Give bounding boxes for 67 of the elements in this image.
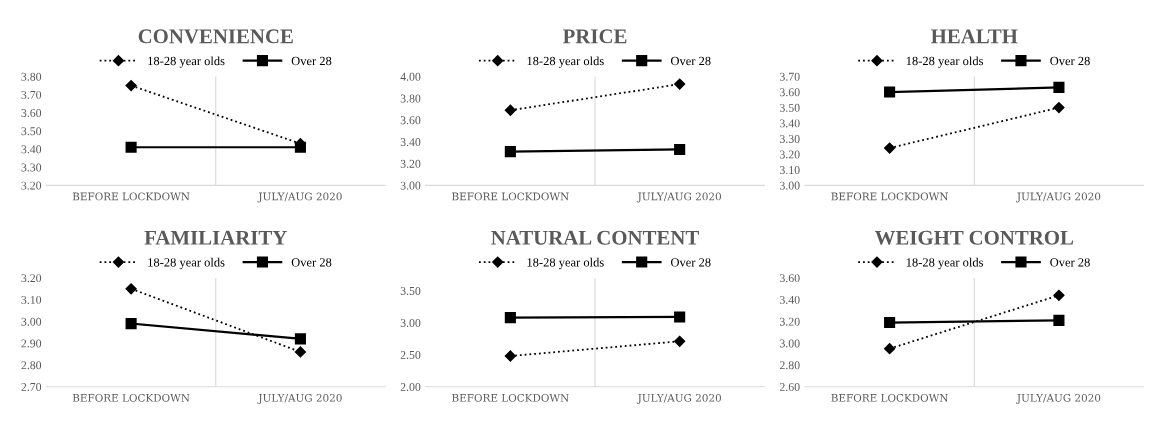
y-tick-label: 3.80	[21, 72, 42, 81]
y-tick-label: 2.80	[21, 361, 42, 370]
y-tick-label: 3.60	[400, 116, 421, 125]
legend-label: Over 28	[291, 258, 332, 267]
legend-label: 18-28 year olds	[906, 56, 984, 68]
y-tick-label: 3.60	[780, 88, 800, 97]
y-tick-label: 3.20	[400, 159, 421, 168]
y-tick-label: 2.00	[400, 383, 421, 392]
y-tick-label: 2.80	[779, 361, 800, 370]
y-tick-label: 3.40	[780, 295, 800, 304]
y-tick-label: 3.20	[780, 317, 800, 326]
x-tick-label: JULY/AUG 2020	[1016, 393, 1101, 404]
y-tick-label: 3.50	[780, 103, 800, 112]
y-tick-label: 3.70	[21, 90, 42, 99]
x-tick-label: JULY/AUG 2020	[1016, 192, 1101, 203]
x-tick-label: BEFORE LOCKDOWN	[831, 393, 949, 402]
legend-label: Over 28	[1050, 56, 1090, 66]
y-tick-label: 3.50	[21, 127, 42, 136]
y-tick-label: 2.60	[779, 383, 800, 392]
legend-label: Over 28	[670, 56, 711, 66]
y-tick-label: 3.00	[400, 318, 421, 327]
chart-title: NATURAL CONTENT	[491, 230, 699, 245]
y-tick-label: 3.00	[400, 181, 421, 190]
y-tick-label: 3.00	[780, 181, 800, 190]
legend-label: Over 28	[291, 56, 332, 66]
legend-label: 18-28 year olds	[527, 257, 604, 270]
legend-label: 18-28 year olds	[527, 56, 604, 68]
chart-title: CONVENIENCE	[138, 29, 293, 44]
x-tick-label: JULY/AUG 2020	[257, 393, 342, 404]
y-tick-label: 3.70	[780, 72, 800, 81]
chart-title: WEIGHT CONTROL	[874, 230, 1074, 245]
x-tick-label: BEFORE LOCKDOWN	[452, 393, 569, 402]
y-tick-label: 3.00	[21, 317, 42, 326]
x-tick-label: BEFORE LOCKDOWN	[452, 192, 569, 201]
y-tick-label: 3.50	[400, 286, 421, 295]
x-tick-label: JULY/AUG 2020	[257, 192, 342, 203]
y-tick-label: 3.60	[21, 109, 42, 118]
y-tick-label: 3.30	[21, 163, 42, 172]
chart-title: PRICE	[562, 29, 627, 44]
y-tick-label: 3.10	[780, 166, 800, 175]
y-tick-label: 2.90	[21, 339, 42, 348]
legend-label: 18-28 year olds	[148, 56, 225, 68]
x-tick-label: BEFORE LOCKDOWN	[831, 192, 949, 201]
y-tick-label: 3.10	[21, 295, 42, 304]
y-tick-label: 2.50	[400, 350, 421, 359]
y-tick-label: 3.60	[780, 274, 800, 283]
legend-label: 18-28 year olds	[906, 257, 984, 270]
legend-label: Over 28	[670, 258, 711, 267]
x-tick-label: BEFORE LOCKDOWN	[72, 393, 190, 402]
legend-label: 18-28 year olds	[148, 257, 225, 270]
y-tick-label: 3.20	[780, 150, 800, 159]
chart-title: FAMILIARITY	[144, 230, 287, 245]
y-tick-label: 3.40	[400, 138, 421, 147]
y-tick-label: 3.20	[21, 181, 42, 190]
y-tick-label: 3.00	[780, 339, 800, 348]
y-tick-label: 3.40	[21, 145, 42, 154]
y-tick-label: 2.70	[21, 383, 42, 392]
y-tick-label: 3.20	[21, 274, 42, 283]
y-tick-label: 3.30	[780, 134, 800, 143]
x-tick-label: JULY/AUG 2020	[636, 192, 721, 203]
y-tick-label: 3.80	[400, 94, 421, 103]
y-tick-label: 4.00	[400, 72, 421, 81]
legend-label: Over 28	[1050, 258, 1090, 267]
y-tick-label: 3.40	[780, 119, 800, 128]
x-tick-label: BEFORE LOCKDOWN	[72, 192, 190, 201]
chart-title: HEALTH	[931, 29, 1018, 44]
x-tick-label: JULY/AUG 2020	[636, 393, 721, 404]
